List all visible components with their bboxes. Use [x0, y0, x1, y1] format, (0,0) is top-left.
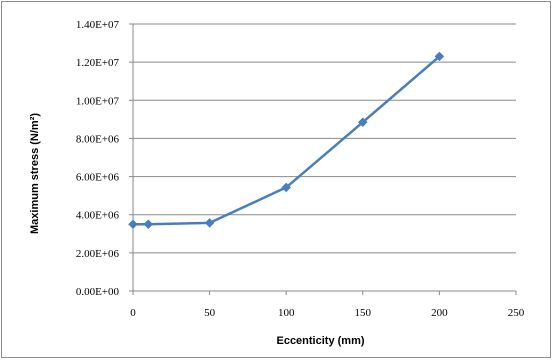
x-tick-label: 200: [431, 307, 448, 319]
series-plot: [128, 51, 445, 230]
y-tick-labels: 0.00E+00 2.00E+06 4.00E+06 6.00E+06 8.00E+06…: [76, 19, 120, 298]
y-axis-title: Maximum stress (N/m²): [29, 113, 41, 234]
data-point-marker: [357, 117, 368, 128]
data-point-marker: [204, 218, 215, 228]
y-tick-label: 1.40E+07: [76, 19, 120, 31]
data-point-marker: [281, 182, 292, 193]
x-tick-label: 100: [278, 307, 295, 319]
y-tick-label: 1.20E+07: [76, 57, 120, 69]
y-tick-label: 8.00E+06: [76, 133, 120, 145]
data-point-marker: [434, 51, 445, 62]
x-axis-title: Eccenticity (mm): [276, 335, 364, 347]
axes: [129, 23, 517, 295]
y-tick-label: 1.00E+07: [76, 95, 120, 107]
y-tick-label: 0.00E+00: [76, 286, 120, 298]
x-tick-label: 0: [130, 307, 136, 319]
x-tick-label: 50: [204, 307, 216, 319]
series-line-0: [133, 55, 441, 226]
y-tick-label: 2.00E+06: [76, 248, 120, 260]
x-tick-labels: 0 50 100 150 200 250: [130, 307, 525, 319]
gridlines: [133, 23, 516, 254]
x-tick-label: 150: [355, 307, 372, 319]
x-tick-label: 250: [508, 307, 525, 319]
data-point-marker: [128, 219, 138, 230]
y-tick-label: 6.00E+06: [76, 172, 120, 184]
y-tick-label: 4.00E+06: [76, 210, 120, 222]
data-point-marker: [143, 219, 154, 230]
